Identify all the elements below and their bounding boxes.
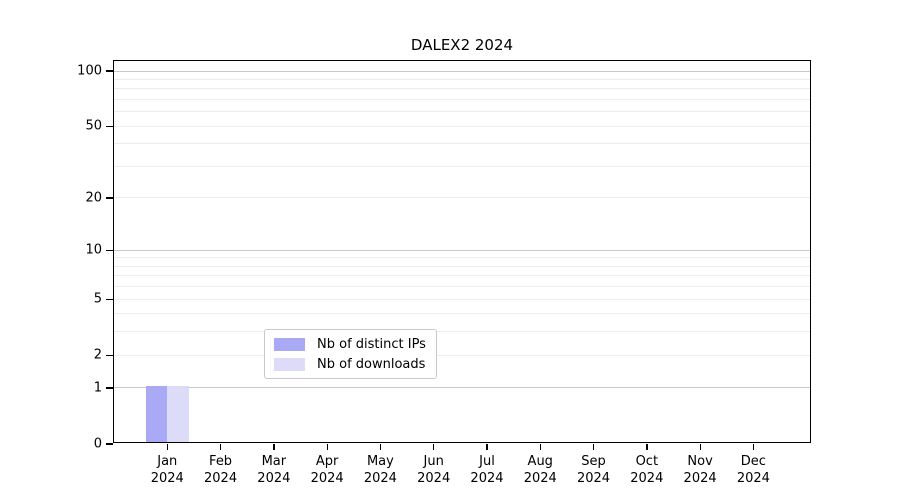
x-tick (646, 444, 648, 450)
gridline-minor (114, 257, 810, 259)
x-tick (486, 444, 488, 450)
legend-item-downloads: Nb of downloads (274, 356, 426, 372)
bar-distinct-ips (145, 386, 168, 442)
x-tick (699, 444, 701, 450)
x-tick-label: Nov 2024 (683, 454, 717, 486)
x-tick-label: Apr 2024 (310, 454, 344, 486)
x-tick-label: Jul 2024 (470, 454, 504, 486)
y-tick-label: 20 (85, 190, 102, 206)
legend-swatch-distinct-ips (274, 337, 305, 351)
gridline-major (114, 70, 810, 72)
chart-title: DALEX2 2024 (410, 36, 514, 54)
x-tick-label: Mar 2024 (257, 454, 291, 486)
gridline-minor (114, 99, 810, 101)
plot-area: 0 1 2 5 10 20 50 100 Jan 2024 Feb 2024 Mar 2024 Apr… (77, 60, 811, 486)
x-tick-label: Jan 2024 (150, 454, 184, 486)
x-tick (326, 444, 328, 450)
y-tick (106, 249, 113, 251)
y-tick (106, 125, 113, 127)
x-tick (273, 444, 275, 450)
y-tick-label: 5 (93, 291, 102, 307)
gridline-minor (114, 88, 810, 90)
y-tick-label: 1 (93, 380, 102, 396)
x-tick (752, 444, 755, 450)
y-tick-label: 10 (85, 242, 102, 258)
x-tick-label: Jun 2024 (417, 454, 451, 486)
legend-swatch-downloads (274, 357, 305, 371)
y-tick-label: 0 (93, 436, 102, 452)
y-tick-label: 100 (77, 63, 102, 79)
gridline-minor (114, 265, 810, 267)
gridline-minor (114, 298, 810, 300)
gridline-minor (114, 143, 810, 145)
x-tick (379, 444, 382, 450)
y-tick (106, 298, 113, 300)
x-tick-label: Aug 2024 (523, 454, 557, 486)
y-tick (106, 354, 113, 356)
legend: Nb of distinct IPs Nb of downloads (264, 329, 437, 379)
gridline-minor (114, 111, 810, 113)
x-tick-label: Oct 2024 (630, 454, 664, 486)
gridline-minor (114, 286, 810, 288)
x-tick (592, 444, 595, 450)
bar-downloads (167, 386, 189, 442)
gridline-minor (114, 78, 810, 80)
gridline-major (114, 249, 810, 251)
x-tick (166, 444, 168, 450)
y-tick (106, 197, 113, 199)
y-tick-label: 2 (93, 347, 102, 363)
y-tick (106, 70, 113, 72)
gridline-minor (114, 313, 810, 315)
gridline-minor (114, 125, 810, 127)
gridline-minor (114, 197, 810, 199)
gridline-major (114, 387, 810, 389)
legend-label-downloads: Nb of downloads (317, 356, 426, 372)
x-tick-label: Feb 2024 (204, 454, 238, 486)
x-tick (539, 444, 541, 450)
gridline-minor (114, 331, 810, 333)
y-tick (106, 443, 113, 445)
legend-item-distinct-ips: Nb of distinct IPs (274, 336, 426, 352)
x-tick (219, 444, 222, 450)
y-tick (106, 387, 113, 389)
x-tick-label: May 2024 (363, 454, 397, 486)
y-tick-label: 50 (85, 118, 102, 134)
gridline-minor (114, 275, 810, 277)
legend-label-distinct-ips: Nb of distinct IPs (317, 336, 426, 352)
x-tick (433, 444, 435, 450)
gridline-minor (114, 354, 810, 356)
x-tick-label: Dec 2024 (736, 454, 770, 486)
gridline-minor (114, 166, 810, 167)
x-tick-label: Sep 2024 (576, 454, 611, 486)
